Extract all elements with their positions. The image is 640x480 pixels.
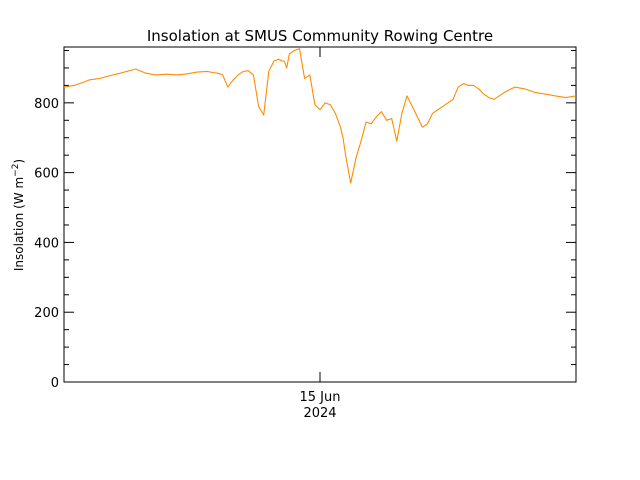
y-axis-tick-labels: 0 200 400 600 800 bbox=[34, 97, 59, 391]
y-tick-label: 800 bbox=[34, 97, 59, 112]
y-axis-label-superscript: −2 bbox=[11, 164, 21, 177]
y-tick-label: 600 bbox=[34, 167, 59, 182]
x-tick-label-date: 15 Jun bbox=[300, 390, 341, 405]
y-axis-label-close: ) bbox=[12, 159, 26, 164]
plot-frame bbox=[63, 46, 577, 383]
chart-title: Insolation at SMUS Community Rowing Cent… bbox=[147, 27, 493, 45]
x-tick-label-year: 2024 bbox=[303, 406, 336, 421]
y-axis-ticks bbox=[64, 49, 576, 383]
y-tick-label: 400 bbox=[34, 236, 59, 251]
y-tick-label: 0 bbox=[51, 376, 59, 391]
y-axis-label: Insolation (W m−2) bbox=[11, 159, 26, 271]
y-axis-label-main: Insolation (W m bbox=[12, 177, 26, 271]
y-tick-label: 200 bbox=[34, 306, 59, 321]
insolation-series-line bbox=[63, 48, 577, 184]
